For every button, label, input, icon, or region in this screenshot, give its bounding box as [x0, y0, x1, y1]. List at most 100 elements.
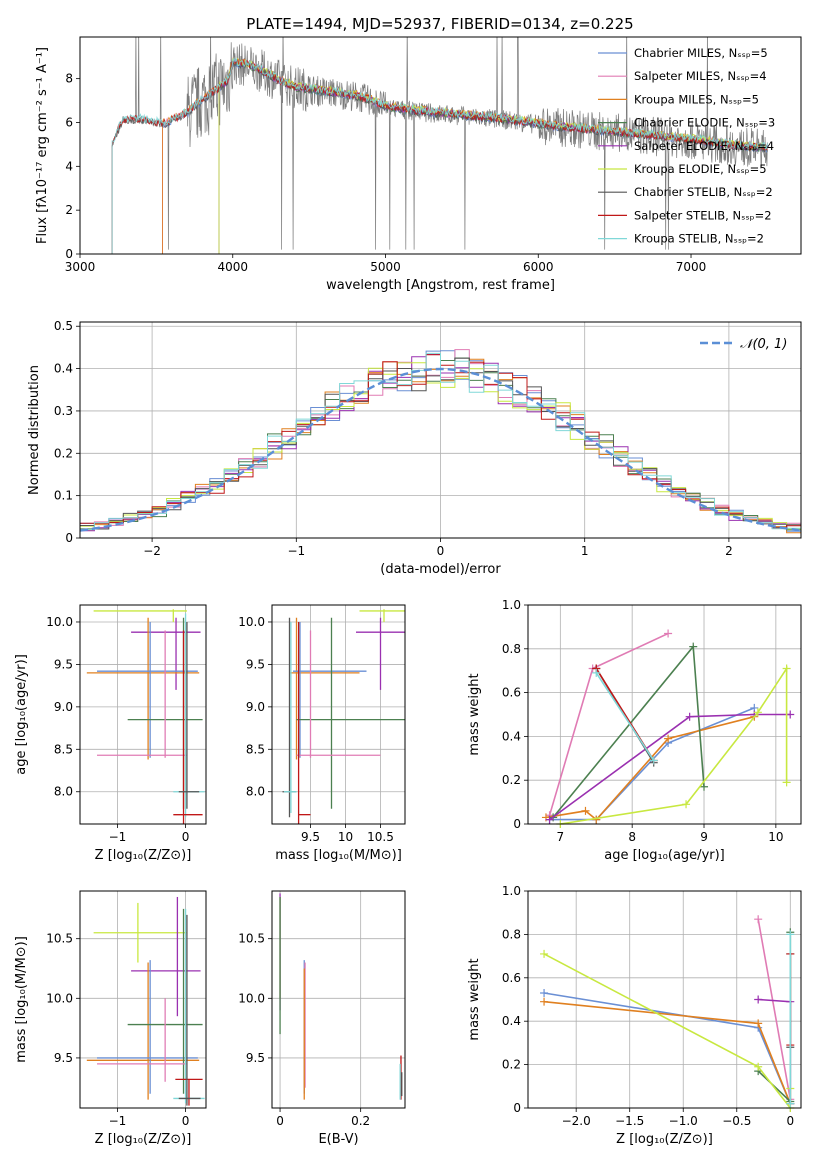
x-axis-label: mass [log₁₀(M/M⊙)]	[275, 848, 402, 863]
y-tick-label: 8	[65, 72, 73, 86]
x-tick-label: 0	[437, 544, 445, 558]
x-tick-label: −1.0	[669, 1114, 698, 1128]
y-tick-label: 0.4	[502, 729, 521, 743]
weight-marker	[754, 915, 763, 924]
panel-weight-vs-age: 7 8 9 10 0 0.2 0.4 0.6 0.8 1.0 age [log₁₀(age/yr)]…	[467, 598, 802, 863]
x-tick-label: −1.5	[615, 1114, 644, 1128]
weight-line-2	[545, 715, 755, 821]
legend-label: Kroupa ELODIE, Nₛₛₚ=5	[634, 162, 767, 176]
y-tick-label: 0.6	[502, 686, 521, 700]
x-axis-label: Z [log₁₀(Z/Z⊙)]	[95, 848, 192, 863]
y-axis-label: mass weight	[467, 958, 482, 1040]
y-tick-label: 10.5	[238, 932, 265, 946]
y-tick-label: 0	[65, 247, 73, 261]
x-tick-label: 9.5	[301, 830, 320, 844]
y-tick-label: 9.5	[54, 1051, 73, 1065]
weight-marker	[700, 782, 709, 791]
x-tick-label: −1	[287, 544, 305, 558]
model-line-8	[111, 56, 768, 254]
y-tick-label: 1.0	[502, 598, 521, 612]
y-tick-label: 4	[65, 159, 73, 173]
y-axis-label: mass weight	[467, 673, 482, 755]
legend-label: Kroupa MILES, Nₛₛₚ=5	[634, 92, 759, 106]
legend-label: Kroupa STELIB, Nₛₛₚ=2	[634, 232, 764, 246]
y-tick-label: 9.0	[246, 700, 265, 714]
y-axis-label: Flux [fλ10⁻¹⁷ erg cm⁻² s⁻¹ A⁻¹]	[35, 47, 50, 244]
grid-mass-vs-ebv	[272, 891, 405, 1108]
y-tick-label: 2	[65, 203, 73, 217]
weight-marker	[540, 997, 549, 1006]
axes-frame	[527, 890, 802, 1109]
y-tick-label: 8.5	[54, 742, 73, 756]
weight-marker	[754, 1019, 763, 1028]
y-tick-label: 10.0	[238, 991, 265, 1005]
weight-line-0	[549, 707, 755, 821]
axes-frame	[79, 604, 207, 825]
axes-frame	[527, 604, 802, 825]
weight-marker	[545, 815, 554, 824]
x-tick-label: 6000	[523, 260, 554, 274]
weight-marker	[649, 756, 658, 765]
y-tick-label: 0.6	[502, 971, 521, 985]
x-tick-label: 2	[725, 544, 733, 558]
weight-line-3	[552, 644, 705, 818]
axes-frame	[271, 604, 406, 825]
y-tick-label: 8.5	[246, 742, 265, 756]
weight-marker	[664, 734, 673, 743]
y-tick-label: 0.3	[54, 404, 73, 418]
x-tick-label: 9	[700, 830, 708, 844]
y-tick-label: 1.0	[502, 884, 521, 898]
x-tick-label: 0	[276, 1114, 284, 1128]
legend-label: Chabrier ELODIE, Nₛₛₚ=3	[634, 116, 775, 130]
axes-frame	[79, 890, 207, 1109]
weight-marker	[540, 988, 549, 997]
weight-marker	[682, 800, 691, 809]
y-axis-label: Normed distribution	[27, 365, 42, 495]
weight-marker	[689, 642, 698, 651]
y-tick-label: 0.1	[54, 489, 73, 503]
weight-line-2	[544, 1000, 792, 1104]
y-tick-label: 0.4	[54, 362, 73, 376]
weight-line-1	[757, 919, 792, 1100]
weight-line-8	[595, 672, 655, 761]
x-axis-label: E(B-V)	[318, 1132, 358, 1147]
panel-age-vs-Z: −1 0 8.0 8.5 9.0 9.5 10.0 Z [log₁₀(Z/Z⊙)] age [l…	[14, 604, 207, 863]
weight-marker	[664, 629, 673, 638]
y-tick-label: 0.5	[54, 319, 73, 333]
axes-frame	[79, 321, 802, 539]
y-axis-label: age [log₁₀(age/yr)]	[14, 654, 29, 775]
histogram-step-0	[80, 350, 801, 532]
x-tick-label: 5000	[370, 260, 401, 274]
y-tick-label: 0	[513, 817, 521, 831]
panel-age-vs-mass: 9.5 10 10.5 8.0 8.5 9.0 9.5 10.0 mass [log₁₀(M/M…	[238, 604, 406, 863]
weight-marker	[685, 712, 694, 721]
weight-marker	[540, 949, 549, 958]
panel-mass-vs-Z: −1 0 9.5 10.0 10.5 Z [log₁₀(Z/Z⊙)] mass [log₁₀…	[14, 890, 207, 1147]
axes-frame	[271, 890, 406, 1109]
legend-label: Salpeter ELODIE, Nₛₛₚ=4	[634, 139, 774, 153]
panel-weight-vs-Z: −2.0 −1.5 −1.0 −0.5 0 0 0.2 0.4 0.6 0.8 1.0 Z [log₁…	[467, 884, 802, 1147]
x-tick-label: 7	[557, 830, 565, 844]
y-tick-label: 8.0	[54, 785, 73, 799]
weight-marker	[786, 710, 795, 719]
y-tick-label: 10.0	[46, 615, 73, 629]
x-tick-label: 0	[182, 830, 190, 844]
x-axis-label: wavelength [Angstrom, rest frame]	[326, 278, 555, 293]
weight-marker	[782, 664, 791, 673]
y-tick-label: 9.5	[246, 1051, 265, 1065]
legend-label: Salpeter MILES, Nₛₛₚ=4	[634, 69, 767, 83]
x-axis-label: Z [log₁₀(Z/Z⊙)]	[616, 1132, 713, 1147]
x-tick-label: −1	[109, 830, 127, 844]
y-tick-label: 0.4	[502, 1014, 521, 1028]
x-tick-label: 7000	[676, 260, 707, 274]
weight-line-5	[543, 953, 792, 1108]
weight-marker	[782, 778, 791, 787]
x-tick-label: −2	[143, 544, 161, 558]
weight-marker	[786, 1099, 795, 1108]
x-tick-label: −2.0	[562, 1114, 591, 1128]
x-tick-label: −1	[109, 1114, 127, 1128]
weight-line-1	[548, 632, 669, 816]
y-tick-label: 9.5	[54, 657, 73, 671]
figure-title: PLATE=1494, MJD=52937, FIBERID=0134, z=0…	[246, 15, 633, 33]
y-tick-label: 6	[65, 115, 73, 129]
